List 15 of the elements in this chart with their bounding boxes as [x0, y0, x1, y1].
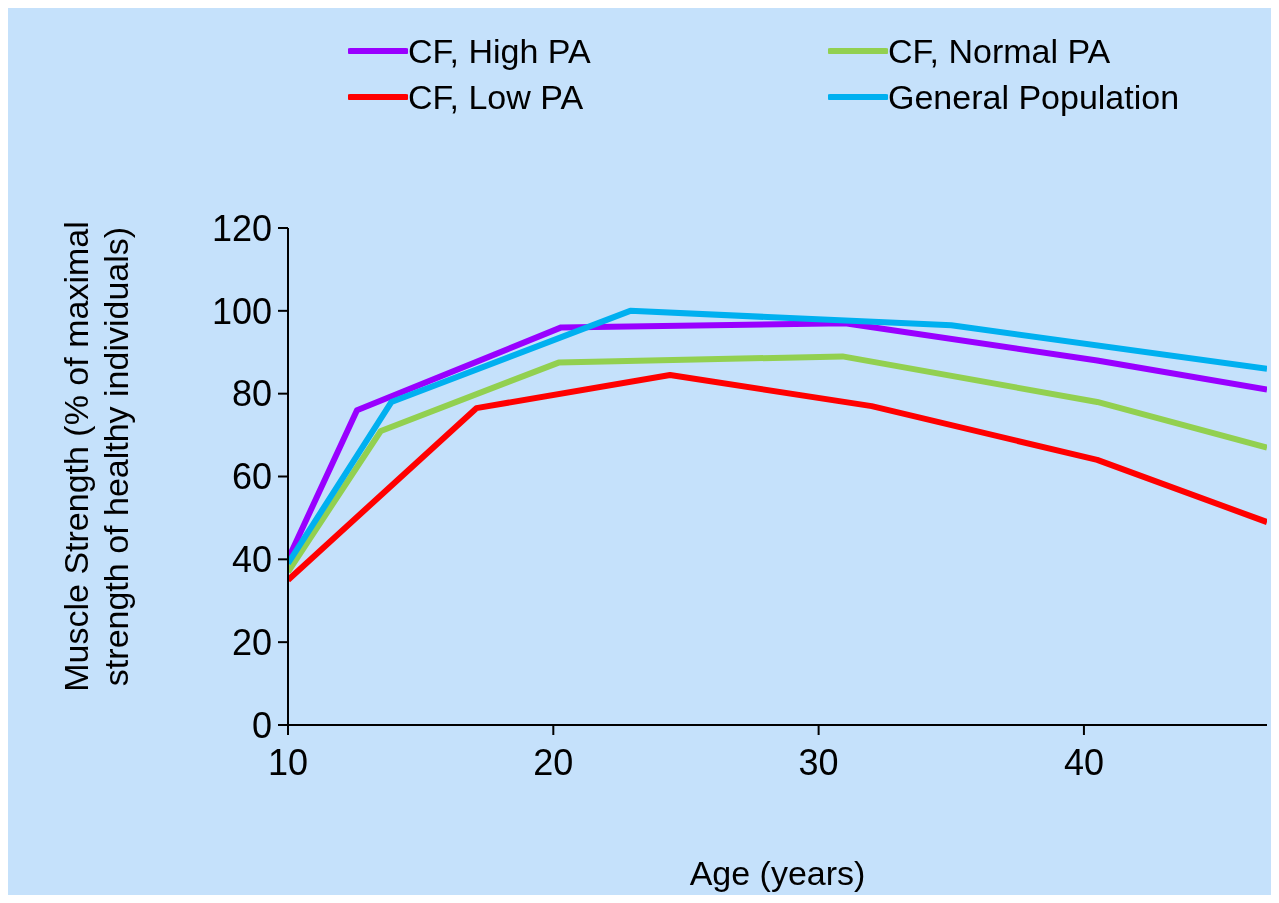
y-tick-label: 20 — [231, 621, 272, 663]
y-tick-label: 40 — [231, 539, 272, 581]
legend-label: CF, High PA — [408, 31, 591, 71]
x-axis-title: Age (years) — [689, 854, 866, 892]
x-tick-label: 40 — [1063, 741, 1104, 783]
y-tick-label: 80 — [231, 373, 272, 415]
y-tick-label: 120 — [211, 207, 272, 249]
legend-label: CF, Normal PA — [888, 31, 1111, 71]
legend-label: CF, Low PA — [408, 77, 584, 117]
y-axis-title: Muscle Strength (% of maximal strength of healthy individuals) — [57, 221, 135, 692]
legend-label: General Population — [888, 77, 1180, 117]
x-tick-label: 30 — [798, 741, 839, 783]
y-tick-label: 60 — [231, 456, 272, 498]
x-tick-label: 20 — [533, 741, 574, 783]
y-tick-label: 100 — [211, 290, 272, 332]
